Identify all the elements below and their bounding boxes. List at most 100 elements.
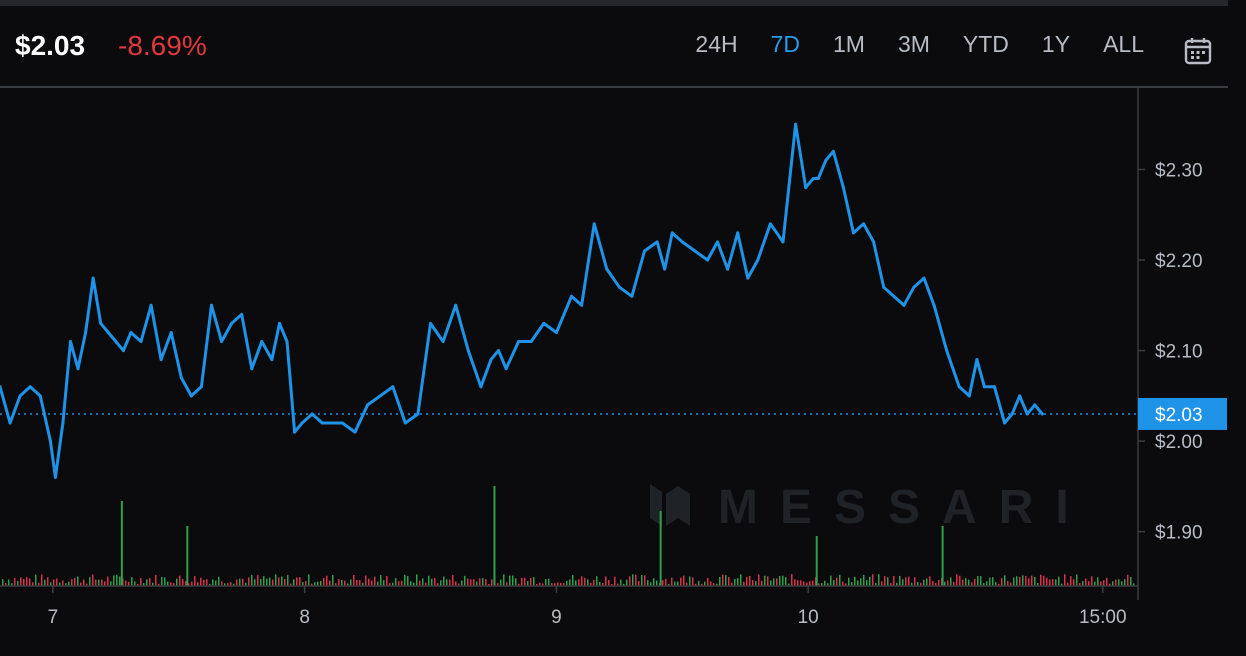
volume-bar <box>908 576 910 586</box>
volume-bar <box>1088 581 1090 586</box>
volume-bar <box>1094 581 1096 586</box>
range-tab-1y[interactable]: 1Y <box>1041 31 1071 57</box>
volume-bar <box>515 578 517 586</box>
volume-bar <box>719 576 721 586</box>
price-point <box>169 330 173 334</box>
volume-bar <box>662 580 664 586</box>
price-point <box>285 340 289 344</box>
volume-bar <box>977 575 979 586</box>
volume-bar <box>101 579 103 586</box>
volume-bar <box>509 575 511 586</box>
price-point <box>1040 412 1044 416</box>
volume-bar <box>308 574 310 586</box>
volume-bar <box>902 579 904 586</box>
volume-bar <box>1133 583 1135 586</box>
volume-bar <box>581 576 583 586</box>
price-point <box>1018 394 1022 398</box>
volume-bar <box>524 577 526 586</box>
volume-bar <box>38 582 40 586</box>
price-point <box>91 276 95 280</box>
volume-bar <box>869 576 871 586</box>
volume-bar <box>257 575 259 586</box>
price-point <box>1033 403 1037 407</box>
volume-bar <box>953 581 955 586</box>
volume-bar <box>833 579 835 586</box>
price-point <box>8 421 12 425</box>
volume-bar <box>218 576 220 586</box>
top-strip <box>0 0 1228 6</box>
volume-bar <box>722 574 724 586</box>
price-point <box>1025 412 1029 416</box>
volume-bar <box>389 583 391 586</box>
volume-bar <box>395 578 397 586</box>
price-point <box>592 222 596 226</box>
range-tab-24h[interactable]: 24H <box>695 31 738 57</box>
volume-bar <box>317 581 319 586</box>
volume-bar <box>68 581 70 586</box>
price-point <box>902 303 906 307</box>
volume-bar <box>950 577 952 586</box>
price-point <box>378 394 382 398</box>
volume-bar <box>1022 575 1024 586</box>
volume-bar <box>683 575 685 586</box>
volume-bar <box>866 580 868 586</box>
volume-bar <box>461 580 463 586</box>
volume-bar <box>806 582 808 586</box>
volume-bar <box>440 580 442 586</box>
volume-bar <box>641 574 643 586</box>
x-tick-label: 8 <box>299 607 310 628</box>
price-point <box>504 367 508 371</box>
volume-bar <box>860 578 862 586</box>
volume-bar <box>773 578 775 586</box>
volume-bar <box>578 579 580 586</box>
price-point <box>957 385 961 389</box>
volume-bar <box>797 580 799 586</box>
range-tab-1m[interactable]: 1M <box>833 31 865 57</box>
volume-bar <box>635 574 637 586</box>
price-point <box>38 394 42 398</box>
x-tick-label: 10 <box>798 607 819 628</box>
volume-bar <box>620 579 622 586</box>
volume-bar <box>326 575 328 586</box>
range-tab-7d[interactable]: 7D <box>770 31 801 57</box>
price-point <box>18 394 22 398</box>
volume-bar <box>1049 579 1051 586</box>
volume-bar <box>707 577 709 586</box>
price-point <box>250 367 254 371</box>
volume-bar <box>1067 582 1069 586</box>
volume-bar <box>413 582 415 586</box>
volume-bar <box>332 575 334 586</box>
volume-bar <box>239 578 241 586</box>
volume-spike <box>186 526 189 586</box>
range-selector: 24H 7D 1M 3M YTD 1Y ALL <box>662 31 1144 58</box>
volume-bar <box>62 580 64 586</box>
volume-bar <box>1064 574 1066 586</box>
volume-bar <box>611 583 613 586</box>
price-point <box>454 303 458 307</box>
volume-bars <box>2 486 1135 586</box>
range-tab-ytd[interactable]: YTD <box>962 31 1009 57</box>
volume-bar <box>125 580 127 586</box>
current-price-tag-label: $2.03 <box>1155 405 1203 426</box>
volume-bar <box>569 579 571 586</box>
price-point <box>882 285 886 289</box>
calendar-icon[interactable] <box>1183 36 1213 66</box>
volume-bar <box>155 575 157 586</box>
volume-bar <box>575 580 577 586</box>
price-point <box>48 439 52 443</box>
range-tab-3m[interactable]: 3M <box>897 31 930 57</box>
price-chart[interactable]: MESSARI $1.90 $2.00 $2.10 $2.20 $2.30 7 8 9 10 1… <box>0 88 1246 656</box>
range-tab-all[interactable]: ALL <box>1103 31 1144 57</box>
volume-spike <box>659 511 662 586</box>
volume-bar <box>851 582 853 586</box>
volume-bar <box>1040 574 1042 586</box>
volume-bar <box>116 574 118 586</box>
volume-bar <box>479 578 481 586</box>
volume-bar <box>140 578 142 586</box>
volume-bar <box>164 577 166 586</box>
volume-bar <box>1076 574 1078 586</box>
volume-bar <box>236 579 238 586</box>
volume-bar <box>785 577 787 586</box>
volume-bar <box>359 580 361 586</box>
volume-bar <box>521 577 523 586</box>
